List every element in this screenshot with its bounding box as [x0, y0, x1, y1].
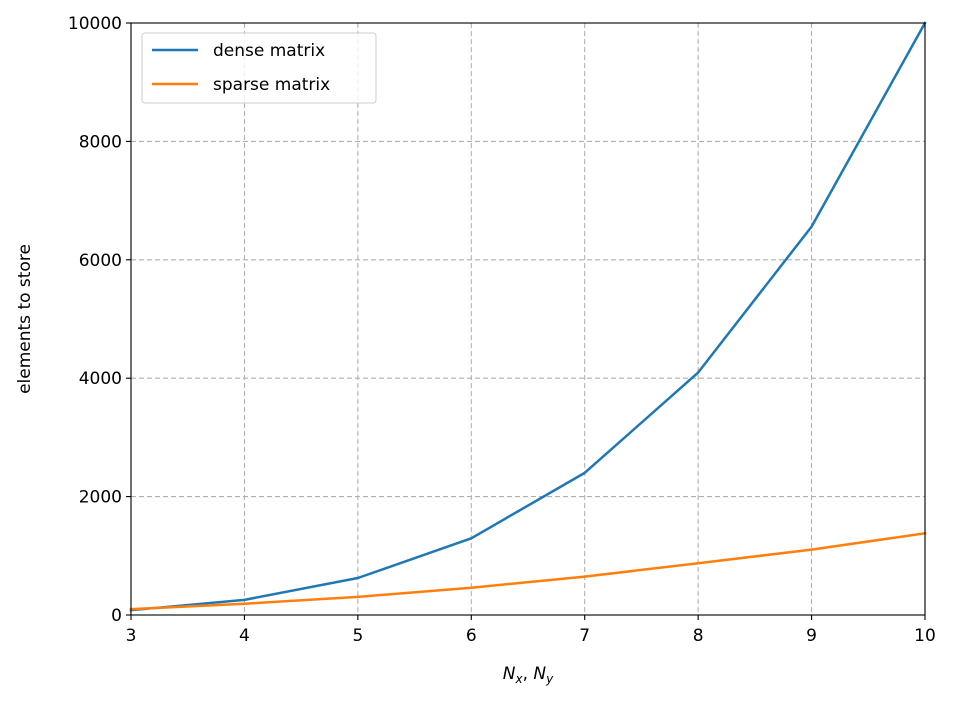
legend: dense matrix sparse matrix — [141, 32, 377, 104]
series-line-dense-matrix — [129, 21, 927, 612]
y-tick-label: 2000 — [79, 488, 122, 508]
legend-label-dense: dense matrix — [213, 41, 325, 61]
legend-box — [141, 32, 377, 104]
y-axis: 0 2000 4000 6000 8000 10000 — [68, 14, 131, 626]
y-tick-label: 10000 — [68, 14, 122, 34]
x-tick-label: 5 — [352, 626, 363, 646]
y-tick-label: 0 — [111, 606, 122, 626]
x-axis-label: Nx, Ny — [503, 664, 554, 686]
y-tick-label: 4000 — [79, 369, 122, 389]
x-axis: 3 4 5 6 7 8 9 10 — [126, 615, 936, 646]
series-line-sparse-matrix — [129, 531, 927, 611]
plot-frame — [130, 22, 926, 616]
legend-label-sparse: sparse matrix — [213, 75, 330, 95]
x-tick-label: 3 — [126, 626, 137, 646]
x-tick-label: 4 — [239, 626, 250, 646]
x-tick-label: 6 — [466, 626, 477, 646]
y-tick-label: 8000 — [79, 132, 122, 152]
x-tick-label: 7 — [579, 626, 590, 646]
y-axis-label: elements to store — [15, 244, 35, 394]
x-tick-label: 8 — [693, 626, 704, 646]
series-group — [129, 21, 927, 612]
x-tick-label: 10 — [914, 626, 936, 646]
x-tick-label: 9 — [806, 626, 817, 646]
y-tick-label: 6000 — [79, 251, 122, 271]
